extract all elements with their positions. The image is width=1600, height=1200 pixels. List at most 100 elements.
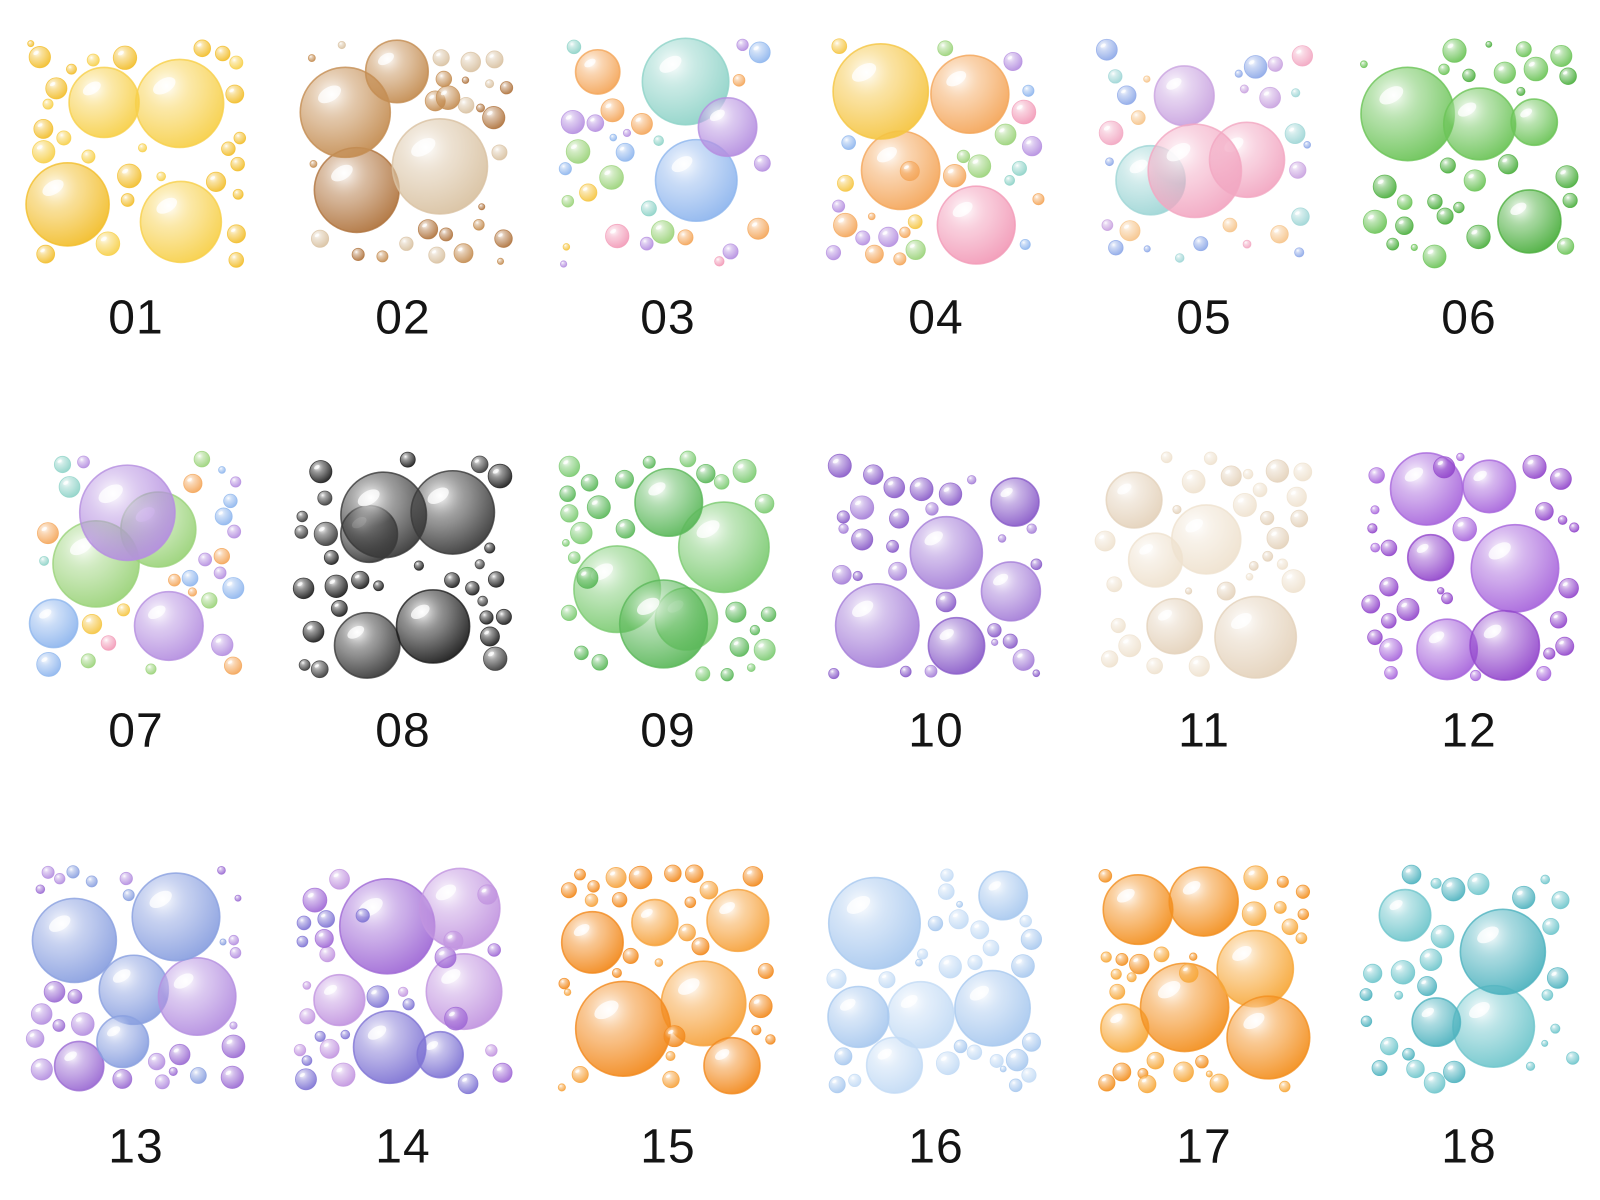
bubble (324, 574, 348, 598)
bubble (751, 1025, 762, 1036)
bubble (1395, 216, 1414, 236)
bubble (565, 139, 591, 164)
bubble (492, 1062, 513, 1083)
bubble (293, 1043, 307, 1057)
tile: 03 (558, 37, 771, 345)
bubble (36, 652, 62, 677)
tile: 08 (292, 451, 513, 758)
bubble (211, 633, 234, 657)
bubble (605, 867, 627, 889)
bubble (930, 54, 1010, 135)
bubble (478, 203, 486, 211)
bubble (560, 604, 578, 621)
bubble (1401, 864, 1422, 885)
bubble (834, 583, 920, 669)
bubble (580, 474, 599, 492)
bubble (615, 142, 635, 162)
tile-label: 10 (908, 705, 963, 758)
bubble (137, 143, 148, 153)
bubble (1203, 451, 1218, 466)
bubble (227, 524, 242, 539)
tile-label: 18 (1441, 1121, 1496, 1174)
bubble (1181, 469, 1206, 494)
bubble (461, 76, 470, 84)
bubble (1205, 1070, 1213, 1078)
bubble (1291, 207, 1310, 226)
bubble (1485, 40, 1493, 48)
bubble (611, 967, 622, 978)
bubble (765, 1034, 776, 1045)
bubble (1294, 247, 1305, 258)
bubble (299, 1008, 316, 1025)
bubble (444, 1006, 468, 1031)
bubble (112, 45, 138, 70)
bubble (1259, 86, 1281, 109)
bubble (329, 868, 350, 890)
bubble (444, 572, 460, 589)
bubble (828, 1076, 846, 1094)
bubble (1279, 1080, 1291, 1093)
bubble (940, 868, 954, 882)
bubble (1536, 666, 1552, 682)
bubble (457, 1073, 479, 1095)
tile-label: 14 (375, 1121, 430, 1174)
bubble (1106, 576, 1123, 593)
bubble (43, 981, 66, 1003)
bubble (1188, 655, 1210, 677)
bubble (1110, 618, 1126, 634)
bubble (886, 539, 900, 553)
bubble (417, 219, 439, 240)
bubble (1515, 41, 1532, 58)
bubble (1433, 456, 1456, 479)
bubble (31, 140, 56, 164)
bubble (457, 96, 475, 114)
bubble (425, 953, 503, 1031)
bubble (319, 946, 336, 963)
bubble (600, 98, 625, 123)
bubble (499, 81, 514, 95)
bubble (1422, 244, 1447, 269)
bubble (1367, 523, 1378, 534)
bubble (1562, 192, 1578, 209)
bubble (653, 135, 664, 146)
bubble (834, 1047, 853, 1066)
bubble (639, 236, 654, 251)
bubble (85, 875, 98, 888)
bubble (435, 70, 453, 88)
bubble (1543, 647, 1556, 660)
tile: 14 (293, 867, 513, 1174)
bubble (30, 1003, 53, 1025)
bubble (827, 876, 922, 970)
bubble (1098, 1074, 1116, 1092)
bubble (487, 463, 513, 489)
bubble (1443, 1060, 1466, 1084)
bubble (355, 908, 370, 923)
bubble (189, 1067, 207, 1084)
bubble (39, 555, 50, 566)
bubble (1557, 515, 1568, 525)
bubble (1410, 243, 1418, 252)
bubble (1127, 532, 1184, 588)
bubble (1516, 86, 1526, 96)
bubble (443, 930, 464, 951)
bubble (1008, 1078, 1023, 1093)
bubble (96, 1015, 150, 1069)
bubble (605, 223, 630, 249)
bubble (494, 229, 513, 248)
bubble (1138, 1074, 1157, 1094)
bubble (479, 610, 494, 625)
bubble (100, 635, 117, 651)
bubble (570, 521, 593, 545)
bubble (219, 938, 227, 946)
bubble (1232, 493, 1257, 518)
bubble (662, 1070, 680, 1089)
bubble (1168, 866, 1239, 937)
bubble (52, 1019, 66, 1032)
bubble (487, 943, 501, 957)
bubble (1550, 1023, 1561, 1034)
bubble (53, 1040, 105, 1092)
bubble (1026, 523, 1037, 534)
tile-label: 01 (108, 292, 163, 345)
bubble (917, 948, 929, 960)
